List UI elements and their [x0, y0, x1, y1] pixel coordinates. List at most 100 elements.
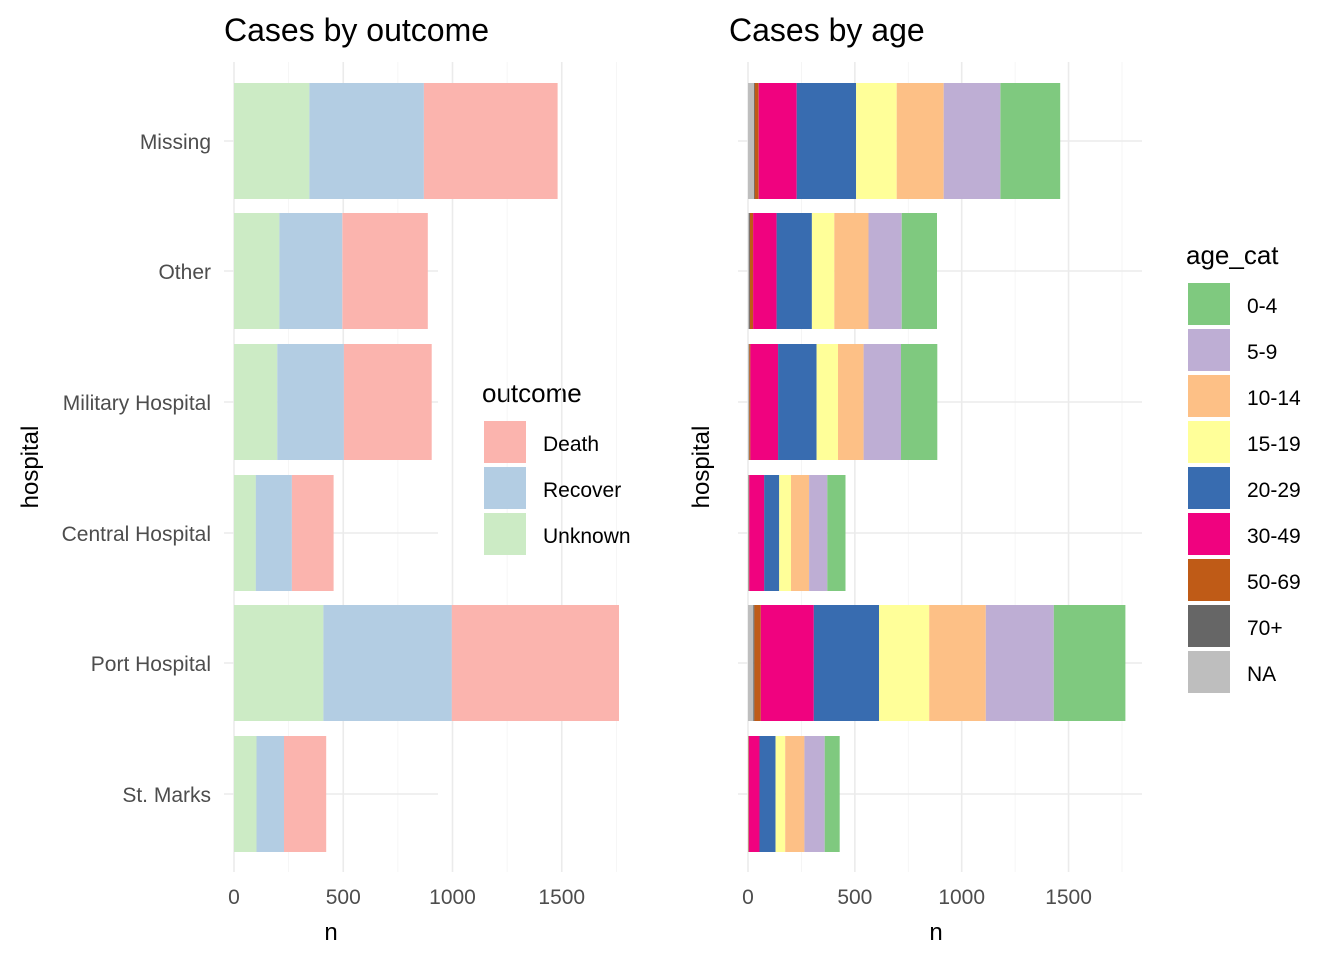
age-bar-1519-st-marks	[776, 736, 786, 852]
age-bar-2029-military-hospital	[778, 344, 817, 460]
age-panel: 0 500 1000 1500	[738, 62, 1142, 909]
age-x-tick-label: 1000	[938, 886, 985, 909]
age-bar-04-other	[902, 213, 937, 329]
outcome-bar-Death-central-hospital	[292, 475, 334, 591]
age-bar-NA-missing	[748, 83, 754, 199]
outcome-bar-Death-other	[342, 213, 427, 329]
age-bar-59-missing	[944, 83, 1001, 199]
age-bar-3049-other	[753, 213, 777, 329]
age-bar-59-central-hospital	[809, 475, 827, 591]
outcome-bar-Recover-missing	[309, 83, 424, 199]
age-bar-1014-military-hospital	[838, 344, 864, 460]
age-bar-5069-port-hospital	[754, 605, 760, 721]
outcome-y-tick-label: Central Hospital	[62, 523, 211, 546]
age-bar-3049-st-marks	[749, 736, 760, 852]
age-cat-legend-swatch	[1188, 467, 1230, 509]
outcome-bar-Death-missing	[424, 83, 558, 199]
age-bar-04-military-hospital	[901, 344, 937, 460]
outcome-x-tick-label: 1500	[538, 886, 585, 909]
age-bar-NA-port-hospital	[748, 605, 753, 721]
panel2-x-axis-title: n	[929, 919, 942, 946]
age-bar-2029-central-hospital	[764, 475, 779, 591]
age-bar-04-st-marks	[825, 736, 840, 852]
panel2-title: Cases by age	[729, 12, 925, 48]
outcome-y-tick-label: St. Marks	[122, 784, 211, 807]
outcome-legend-label: Unknown	[543, 525, 631, 548]
outcome-bar-Recover-military-hospital	[277, 344, 344, 460]
outcome-y-tick-label: Military Hospital	[63, 392, 211, 415]
age-cat-legend-label: 50-69	[1247, 571, 1301, 594]
age-bar-70-missing	[754, 83, 755, 199]
age-cat-legend-swatch	[1188, 329, 1230, 371]
age-bar-2029-port-hospital	[814, 605, 879, 721]
age-bar-59-st-marks	[804, 736, 824, 852]
age-x-tick-label: 1500	[1045, 886, 1092, 909]
age-x-tick-label: 0	[742, 886, 754, 909]
outcome-bar-Death-port-hospital	[452, 605, 619, 721]
outcome-bar-Death-st-marks	[284, 736, 326, 852]
outcome-bar-Recover-other	[279, 213, 342, 329]
outcome-legend-swatch	[484, 467, 526, 509]
age-cat-legend-label: 10-14	[1247, 387, 1301, 410]
age-bar-NA-military-hospital	[748, 344, 749, 460]
age-bar-04-missing	[1000, 83, 1060, 199]
outcome-bar-Death-military-hospital	[344, 344, 432, 460]
age-cat-legend-label: 70+	[1247, 617, 1283, 640]
outcome-bar-Unknown-other	[234, 213, 279, 329]
age-bar-1014-other	[834, 213, 868, 329]
age-cat-legend-swatch	[1188, 605, 1230, 647]
plot-layer: Missing Other Military Hospital Central Hos…	[62, 62, 1301, 909]
outcome-y-tick-label: Missing	[140, 131, 211, 154]
age-bar-2029-other	[777, 213, 812, 329]
age-cat-legend-swatch	[1188, 283, 1230, 325]
age-bar-1014-st-marks	[785, 736, 804, 852]
outcome-legend-title: outcome	[482, 378, 582, 408]
outcome-legend: Death Recover Unknown	[484, 421, 631, 555]
age-cat-legend-swatch	[1188, 421, 1230, 463]
outcome-y-tick-label: Other	[158, 261, 211, 284]
panel2-y-axis-title: hospital	[688, 426, 715, 509]
age-cat-legend-label: 0-4	[1247, 295, 1278, 318]
outcome-x-tick-label: 1000	[429, 886, 476, 909]
age-bar-1014-port-hospital	[929, 605, 986, 721]
age-cat-legend-label: 15-19	[1247, 433, 1301, 456]
age-cat-legend-swatch	[1188, 559, 1230, 601]
panel1-title: Cases by outcome	[224, 12, 489, 48]
outcome-x-tick-label: 500	[326, 886, 361, 909]
outcome-bar-Unknown-military-hospital	[234, 344, 277, 460]
outcome-y-tick-label: Port Hospital	[91, 653, 211, 676]
age-x-tick-label: 500	[837, 886, 872, 909]
outcome-bar-Recover-st-marks	[257, 736, 285, 852]
age-bar-1014-missing	[897, 83, 944, 199]
outcome-bar-Recover-port-hospital	[323, 605, 452, 721]
age-bar-2029-st-marks	[760, 736, 776, 852]
outcome-bar-Recover-central-hospital	[256, 475, 292, 591]
outcome-x-tick-label: 0	[228, 886, 240, 909]
age-bar-59-military-hospital	[864, 344, 901, 460]
age-bar-1519-central-hospital	[779, 475, 791, 591]
outcome-bar-Unknown-st-marks	[234, 736, 257, 852]
age-bar-59-port-hospital	[986, 605, 1054, 721]
age-bar-2029-missing	[797, 83, 856, 199]
age-bar-5069-military-hospital	[749, 344, 750, 460]
age-cat-legend-label: 5-9	[1247, 341, 1277, 364]
age-cat-legend-swatch	[1188, 651, 1230, 693]
panel1-y-axis-title: hospital	[17, 426, 44, 509]
age-bar-04-port-hospital	[1054, 605, 1126, 721]
age-bar-1519-port-hospital	[879, 605, 929, 721]
age-bar-3049-missing	[759, 83, 797, 199]
age-bar-04-central-hospital	[827, 475, 845, 591]
age-bar-3049-port-hospital	[761, 605, 814, 721]
age-bar-1519-missing	[856, 83, 897, 199]
age-cat-legend-swatch	[1188, 513, 1230, 555]
age-cat-legend-swatch	[1188, 375, 1230, 417]
outcome-bar-Unknown-port-hospital	[234, 605, 323, 721]
age-cat-legend-title: age_cat	[1186, 240, 1279, 270]
age-cat-legend-label: NA	[1247, 663, 1276, 686]
outcome-bar-Unknown-central-hospital	[234, 475, 256, 591]
outcome-legend-swatch	[484, 421, 526, 463]
outcome-legend-label: Death	[543, 433, 599, 456]
outcome-legend-label: Recover	[543, 479, 621, 502]
